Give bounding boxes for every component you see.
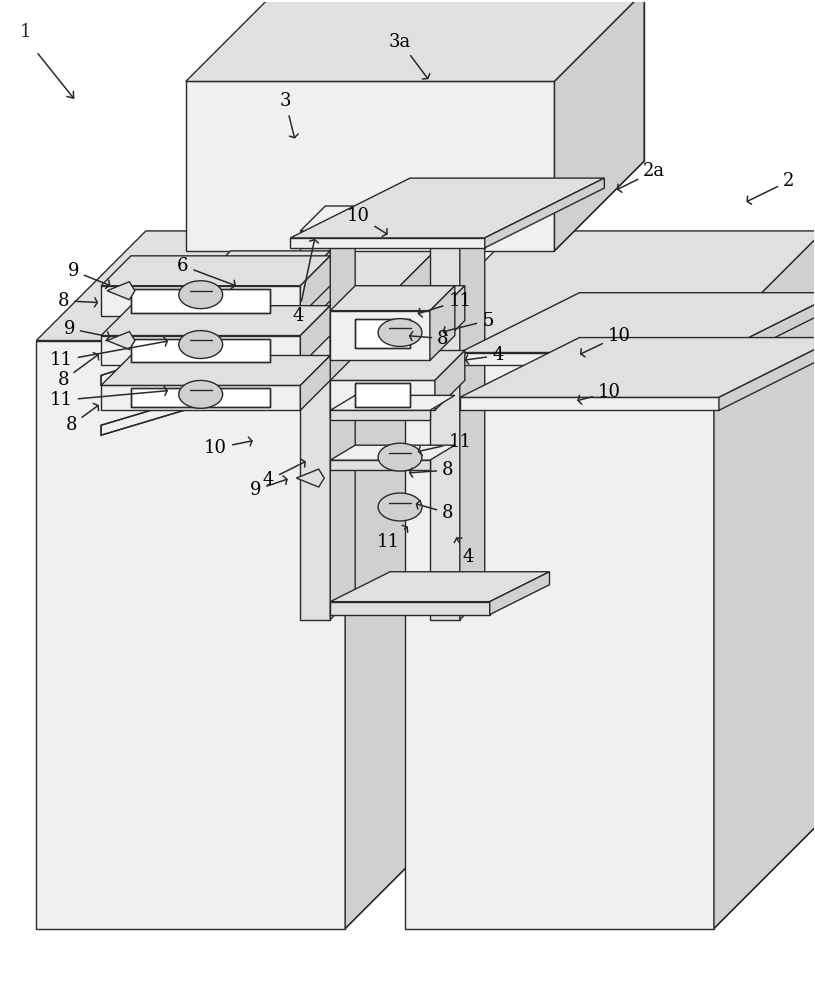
Polygon shape — [131, 388, 271, 407]
Polygon shape — [430, 206, 485, 231]
Polygon shape — [330, 286, 455, 311]
Polygon shape — [719, 293, 815, 365]
Text: 3: 3 — [280, 92, 298, 138]
Polygon shape — [346, 231, 455, 929]
Text: 9: 9 — [249, 476, 287, 499]
Polygon shape — [301, 231, 330, 620]
Text: 4: 4 — [293, 239, 319, 325]
Polygon shape — [301, 206, 355, 231]
Ellipse shape — [378, 493, 422, 521]
Polygon shape — [186, 0, 644, 81]
Polygon shape — [301, 355, 330, 410]
Polygon shape — [101, 385, 301, 410]
Text: 1: 1 — [20, 23, 31, 41]
Polygon shape — [131, 289, 271, 313]
Text: 8: 8 — [410, 461, 454, 479]
Text: 10: 10 — [346, 207, 387, 236]
Text: 6: 6 — [177, 257, 236, 289]
Polygon shape — [131, 339, 271, 362]
Text: 2: 2 — [747, 172, 795, 204]
Polygon shape — [430, 231, 460, 620]
Ellipse shape — [378, 319, 422, 347]
Ellipse shape — [178, 331, 222, 358]
Polygon shape — [301, 306, 330, 365]
Text: 11: 11 — [50, 337, 167, 369]
Polygon shape — [330, 351, 465, 380]
Polygon shape — [200, 281, 301, 331]
Text: 9: 9 — [68, 262, 109, 289]
Polygon shape — [330, 206, 355, 620]
Polygon shape — [460, 397, 719, 410]
Text: 11: 11 — [50, 386, 167, 409]
Polygon shape — [37, 341, 346, 929]
Text: 11: 11 — [419, 433, 471, 455]
Polygon shape — [101, 286, 301, 316]
Text: 9: 9 — [64, 320, 109, 341]
Polygon shape — [186, 81, 554, 251]
Text: 10: 10 — [581, 327, 631, 357]
Text: 5: 5 — [443, 312, 493, 335]
Ellipse shape — [378, 443, 422, 471]
Polygon shape — [330, 380, 435, 410]
Polygon shape — [490, 572, 549, 615]
Polygon shape — [435, 286, 465, 351]
Polygon shape — [37, 231, 455, 341]
Polygon shape — [460, 338, 815, 397]
Polygon shape — [101, 311, 301, 385]
Polygon shape — [301, 251, 330, 331]
Text: 10: 10 — [578, 383, 621, 404]
Polygon shape — [719, 338, 815, 410]
Polygon shape — [554, 0, 644, 251]
Polygon shape — [101, 365, 301, 435]
Polygon shape — [101, 336, 301, 365]
Polygon shape — [330, 316, 435, 351]
Text: 10: 10 — [204, 437, 252, 457]
Ellipse shape — [178, 281, 222, 309]
Polygon shape — [405, 341, 714, 929]
Polygon shape — [330, 445, 455, 460]
Polygon shape — [290, 238, 485, 248]
Text: 2a: 2a — [618, 162, 665, 192]
Text: 4: 4 — [465, 346, 504, 364]
Polygon shape — [330, 572, 549, 602]
Polygon shape — [290, 178, 605, 238]
Polygon shape — [714, 231, 815, 929]
Polygon shape — [297, 469, 324, 487]
Polygon shape — [330, 395, 455, 410]
Text: 3a: 3a — [389, 33, 430, 79]
Polygon shape — [330, 286, 465, 316]
Polygon shape — [355, 319, 410, 348]
Polygon shape — [330, 602, 490, 615]
Text: 8: 8 — [57, 353, 99, 389]
Polygon shape — [330, 460, 430, 470]
Polygon shape — [435, 351, 465, 410]
Polygon shape — [330, 311, 430, 360]
Polygon shape — [460, 293, 815, 353]
Polygon shape — [101, 355, 330, 385]
Text: 11: 11 — [377, 525, 408, 551]
Polygon shape — [330, 410, 430, 420]
Polygon shape — [200, 251, 330, 281]
Ellipse shape — [178, 380, 222, 408]
Text: 8: 8 — [410, 330, 448, 348]
Text: 8: 8 — [57, 292, 97, 310]
Polygon shape — [405, 231, 815, 341]
Polygon shape — [101, 256, 330, 286]
Polygon shape — [107, 282, 135, 300]
Polygon shape — [430, 286, 455, 360]
Text: 4: 4 — [262, 459, 305, 489]
Text: 8: 8 — [416, 500, 454, 522]
Polygon shape — [101, 306, 330, 336]
Polygon shape — [460, 353, 719, 365]
Text: 8: 8 — [65, 403, 99, 434]
Polygon shape — [485, 178, 605, 248]
Polygon shape — [355, 383, 410, 407]
Polygon shape — [301, 256, 330, 316]
Polygon shape — [107, 332, 135, 350]
Text: 4: 4 — [454, 538, 474, 566]
Polygon shape — [460, 206, 485, 620]
Text: 11: 11 — [418, 292, 471, 317]
